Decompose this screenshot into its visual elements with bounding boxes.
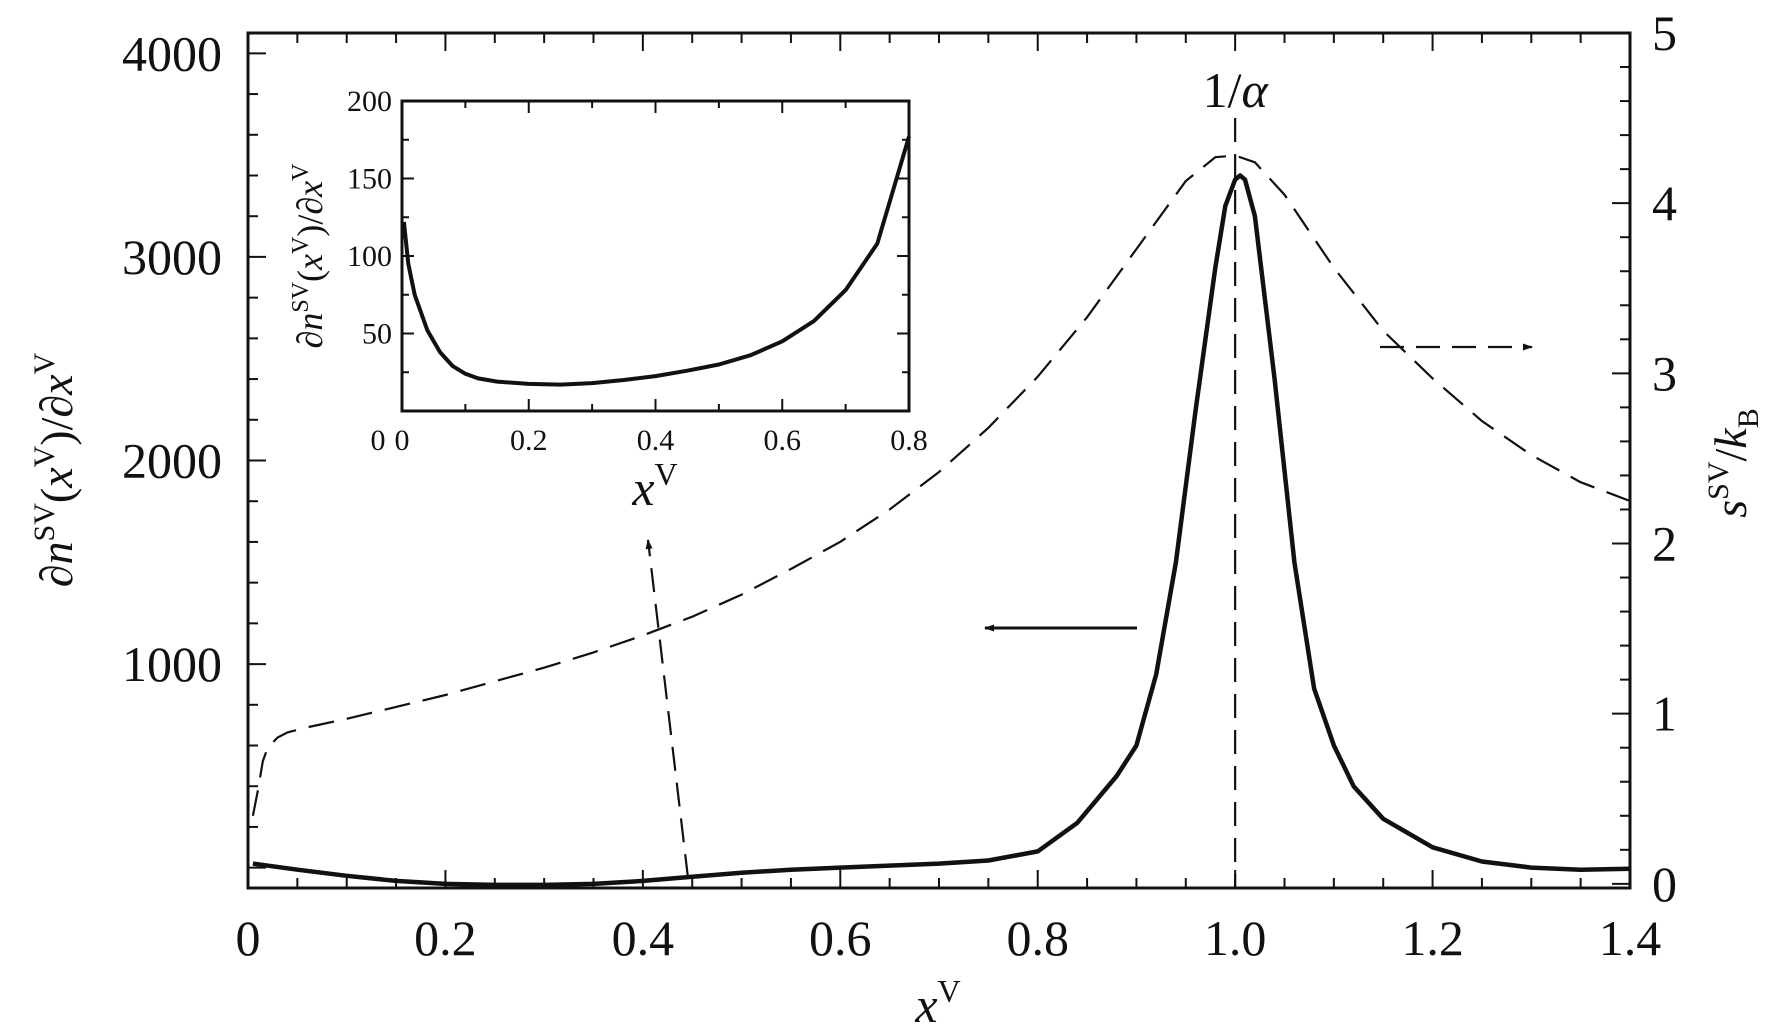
one-over-alpha-label-number: 1/ xyxy=(1203,62,1242,118)
y-left-title-partial: ∂ xyxy=(31,564,82,587)
y-right-title-s: s xyxy=(1705,500,1756,518)
y-left-tick-label: 4000 xyxy=(122,25,222,81)
main-x-axis-title-base: x xyxy=(914,977,937,1033)
y-left-title-open: ( xyxy=(31,488,82,503)
y-right-tick-label: 0 xyxy=(1652,856,1677,912)
inset-y-axis-title: ∂nSV(xV)/∂xV xyxy=(288,163,330,349)
one-over-alpha-label: 1/α xyxy=(1203,62,1270,118)
inset-x-axis-title-sup: V xyxy=(655,456,678,492)
y-left-title-x2: x xyxy=(31,374,82,396)
y-right-tick-label: 4 xyxy=(1652,175,1677,231)
inset-y-title-x2: x xyxy=(290,181,330,198)
x-tick-label: 1.2 xyxy=(1401,910,1464,966)
y-left-title-v: V xyxy=(28,445,61,467)
x-tick-label: 0.2 xyxy=(414,910,477,966)
x-tick-label: 1.0 xyxy=(1204,910,1267,966)
main-x-axis-title: xV xyxy=(914,973,960,1033)
inset-background xyxy=(400,100,910,420)
inset-y-title-v: V xyxy=(288,236,314,254)
y-right-tick-label: 1 xyxy=(1652,686,1677,742)
main-y-left-axis-title: ∂nSV(xV)/∂xV xyxy=(28,352,82,587)
y-right-title-b: B xyxy=(1732,408,1765,428)
x-tick-label: 0.6 xyxy=(809,910,872,966)
y-left-tick-label: 2000 xyxy=(122,433,222,489)
inset-x-tick-label: 0.8 xyxy=(890,424,928,457)
x-tick-label: 0 xyxy=(236,910,261,966)
inset-derivative-series xyxy=(401,136,911,387)
inset-x-axis-title: xV xyxy=(631,456,677,516)
y-left-title-v2: V xyxy=(28,352,61,374)
y-right-tick-label: 5 xyxy=(1652,5,1677,61)
y-left-title-close: )/∂ xyxy=(31,395,82,446)
y-right-tick-label: 2 xyxy=(1652,516,1677,572)
inset-pointer-dashed-arrow xyxy=(645,539,690,879)
inset-y-title-close: )/∂ xyxy=(290,197,330,237)
inset-y-tick-label: 50 xyxy=(362,318,392,351)
y-left-tick-label: 1000 xyxy=(122,636,222,692)
inset-y-title-n: n xyxy=(290,313,330,331)
main-x-axis-title-sup: V xyxy=(938,973,961,1009)
inset-tick-labels: 0 0.2 0.4 0.6 0.8 50 100 150 200 0 xyxy=(347,85,928,457)
x-tick-label: 0.4 xyxy=(612,910,675,966)
main-ticks xyxy=(247,32,1631,888)
y-right-title-k: k xyxy=(1705,427,1756,449)
one-over-alpha-label-alpha: α xyxy=(1241,62,1269,118)
y-left-title-x: x xyxy=(31,467,82,489)
inset-origin-label: 0 xyxy=(371,424,386,457)
inset-x-tick-label: 0.4 xyxy=(637,424,675,457)
derivative-solid-series xyxy=(252,173,1631,888)
y-left-tick-label: 3000 xyxy=(122,229,222,285)
inset-y-title-partial: ∂ xyxy=(290,331,330,349)
inset-y-tick-label: 200 xyxy=(347,85,392,118)
inset-y-title-sv: SV xyxy=(288,281,314,312)
inset-y-tick-label: 100 xyxy=(347,240,392,273)
x-tick-label: 1.4 xyxy=(1599,910,1662,966)
inset-x-axis-title-base: x xyxy=(631,460,654,516)
inset-x-tick-label: 0.2 xyxy=(510,424,548,457)
inset-ticks xyxy=(401,100,910,412)
inset-y-title-v2: V xyxy=(288,163,314,181)
y-right-title-sv: SV xyxy=(1702,461,1735,500)
inset-y-title-x: x xyxy=(290,254,330,271)
main-y-right-axis-title: sSV/kB xyxy=(1702,408,1765,517)
x-tick-label: 0.8 xyxy=(1006,910,1069,966)
y-left-title-n: n xyxy=(31,541,82,564)
inset-x-tick-label: 0.6 xyxy=(764,424,802,457)
y-right-tick-label: 3 xyxy=(1652,345,1677,401)
main-tick-labels: 0 0.2 0.4 0.6 0.8 1.0 1.2 1.4100020003000400001… xyxy=(122,5,1677,966)
entropy-dashed-series xyxy=(251,154,1631,817)
y-left-title-sv: SV xyxy=(28,503,61,542)
inset-y-title-open: ( xyxy=(290,270,330,282)
inset-y-tick-label: 150 xyxy=(347,163,392,196)
y-right-title-slash: / xyxy=(1705,448,1756,461)
inset-x-tick-label: 0 xyxy=(395,424,410,457)
